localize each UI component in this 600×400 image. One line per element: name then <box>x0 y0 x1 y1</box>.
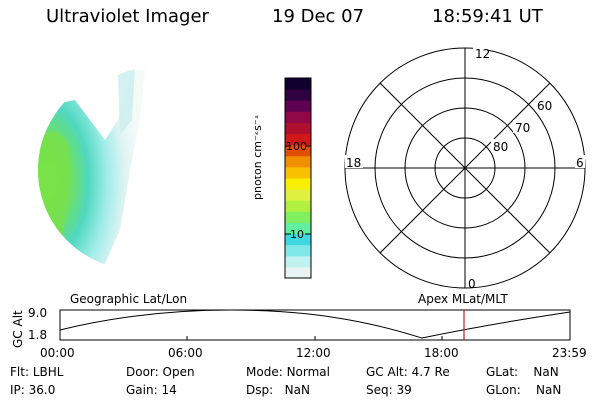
colorbar-label: photon cm⁻²s⁻¹ <box>255 115 264 200</box>
mlt-label-18: 18 <box>346 156 361 170</box>
seq-field: Seq: 39 <box>366 383 412 397</box>
mlt-label-12: 12 <box>475 47 490 61</box>
colorbar-swatch <box>285 100 311 112</box>
colorbar-swatch <box>285 255 311 268</box>
dsp-field: Dsp: NaN <box>246 383 310 397</box>
colorbar-swatch <box>285 111 311 123</box>
gain-field: Gain: 14 <box>126 383 177 397</box>
colorbar-swatch <box>285 122 311 135</box>
mlt-label-6: 6 <box>576 156 584 170</box>
colorbar-swatch <box>285 200 311 212</box>
colorbar-swatch <box>285 89 311 101</box>
mlt-label-0: 0 <box>468 277 476 290</box>
ip-field: IP: 36.0 <box>10 383 56 397</box>
colorbar-swatch <box>285 133 311 146</box>
colorbar-tick-10: 10 <box>290 228 304 241</box>
timeline-xtick-1200: 12:00 <box>296 346 331 360</box>
lat-label-80: 80 <box>493 140 508 154</box>
auroral-image <box>38 70 145 270</box>
colorbar-swatch <box>285 211 311 223</box>
instrument-title: Ultraviolet Imager <box>46 6 209 27</box>
gc-alt-field: GC Alt: 4.7 Re <box>366 365 450 379</box>
timeline-ytick-min: 1.8 <box>28 328 47 342</box>
timeline-ytick-max: 9.0 <box>28 306 47 320</box>
colorbar-swatch <box>285 233 311 246</box>
colorbar-swatch <box>285 144 311 157</box>
timeline-xtick-1800: 18:00 <box>424 346 459 360</box>
lat-label-60: 60 <box>537 99 552 113</box>
lat-label-70: 70 <box>515 121 530 135</box>
glon-field: GLon: NaN <box>486 383 562 397</box>
colorbar-swatch <box>285 78 311 90</box>
timeline-ylabel: GC Alt <box>11 310 25 348</box>
timeline-xtick-2359: 23:59 <box>552 346 587 360</box>
timeline-panel: GC Alt 9.0 1.8 <box>11 306 571 348</box>
timeline-xtick-0600: 06:00 <box>168 346 203 360</box>
flt-field: Flt: LBHL <box>10 365 64 379</box>
colorbar-swatch <box>285 222 311 235</box>
colorbar-swatch <box>285 244 311 257</box>
mode-field: Mode: Normal <box>246 365 330 379</box>
timeline-left-title: Geographic Lat/Lon <box>70 292 188 306</box>
colorbar: photon cm⁻²s⁻¹ <box>255 77 312 279</box>
time-label: 18:59:41 UT <box>432 6 543 27</box>
colorbar-swatch <box>285 155 311 168</box>
polar-plot: 12 18 6 0 80 70 60 <box>344 45 586 290</box>
date-label: 19 Dec 07 <box>272 6 365 27</box>
door-field: Door: Open <box>126 365 195 379</box>
colorbar-swatch <box>285 266 311 279</box>
colorbar-swatch <box>285 178 311 190</box>
timeline-xtick-0000: 00:00 <box>40 346 75 360</box>
colorbar-swatch <box>285 189 311 201</box>
colorbar-scale <box>285 78 311 279</box>
timeline-right-title: Apex MLat/MLT <box>418 292 508 306</box>
colorbar-swatch <box>285 166 311 179</box>
colorbar-tick-100: 100 <box>286 140 307 153</box>
glat-field: GLat: NaN <box>486 365 559 379</box>
